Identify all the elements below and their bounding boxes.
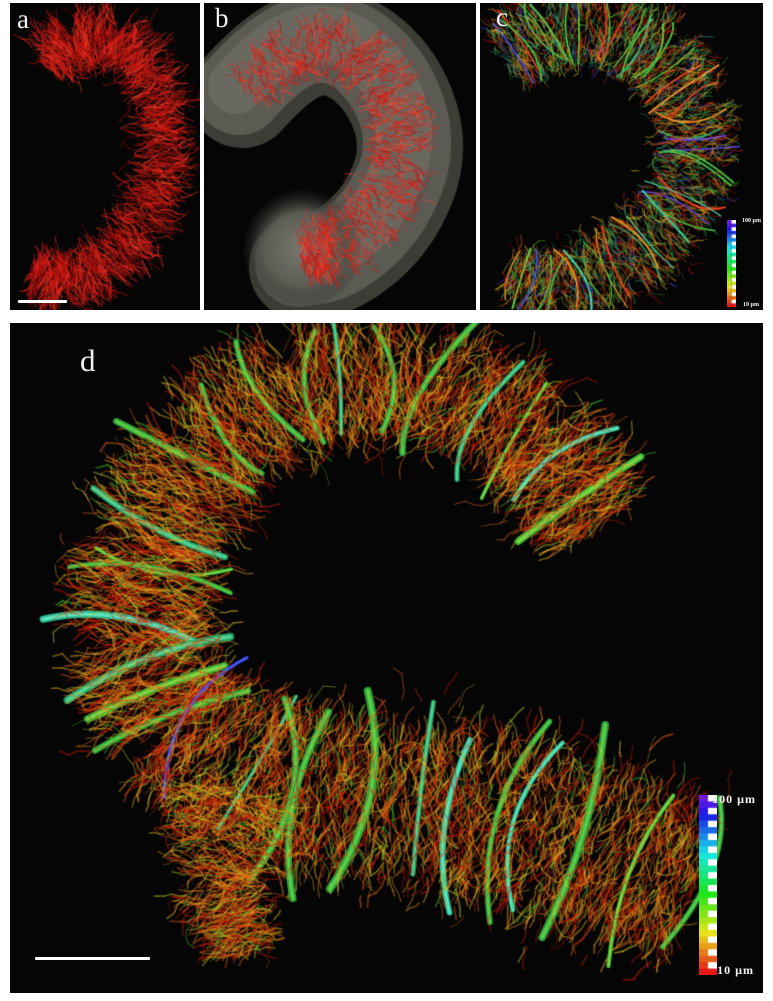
panel-c-diameter-colorbar [727, 220, 736, 307]
panel-a: a [10, 3, 200, 310]
panel-d-colorbar-gradient [699, 795, 717, 975]
panel-b-vasculature-surface-render [204, 3, 476, 310]
panel-c-label: c [496, 3, 508, 32]
panel-a-vasculature-render [10, 3, 200, 310]
panel-d-label: d [80, 343, 96, 378]
panel-c-colorbar-min-label: 10 µm [743, 302, 759, 308]
panel-a-label: a [17, 4, 29, 34]
panel-d-scale-bar [35, 957, 150, 960]
panel-c-diameter-coded-render [480, 3, 763, 310]
panel-c: c 100 µm 10 µm [480, 3, 763, 310]
panel-d-colorbar-min-label: 10 µm [717, 963, 754, 977]
panel-b: b [204, 3, 476, 310]
panel-b-label: b [215, 3, 229, 33]
panel-d-diameter-colorbar [699, 795, 717, 975]
panel-a-scale-bar [18, 300, 67, 303]
panel-c-colorbar-gradient [727, 220, 736, 307]
panel-c-colorbar-max-label: 100 µm [742, 218, 761, 224]
panel-d-colorbar-max-label: 100 µm [712, 792, 756, 806]
panel-d-diameter-coded-render [10, 323, 763, 993]
panel-d: d 100 µm 10 µm [10, 323, 763, 993]
